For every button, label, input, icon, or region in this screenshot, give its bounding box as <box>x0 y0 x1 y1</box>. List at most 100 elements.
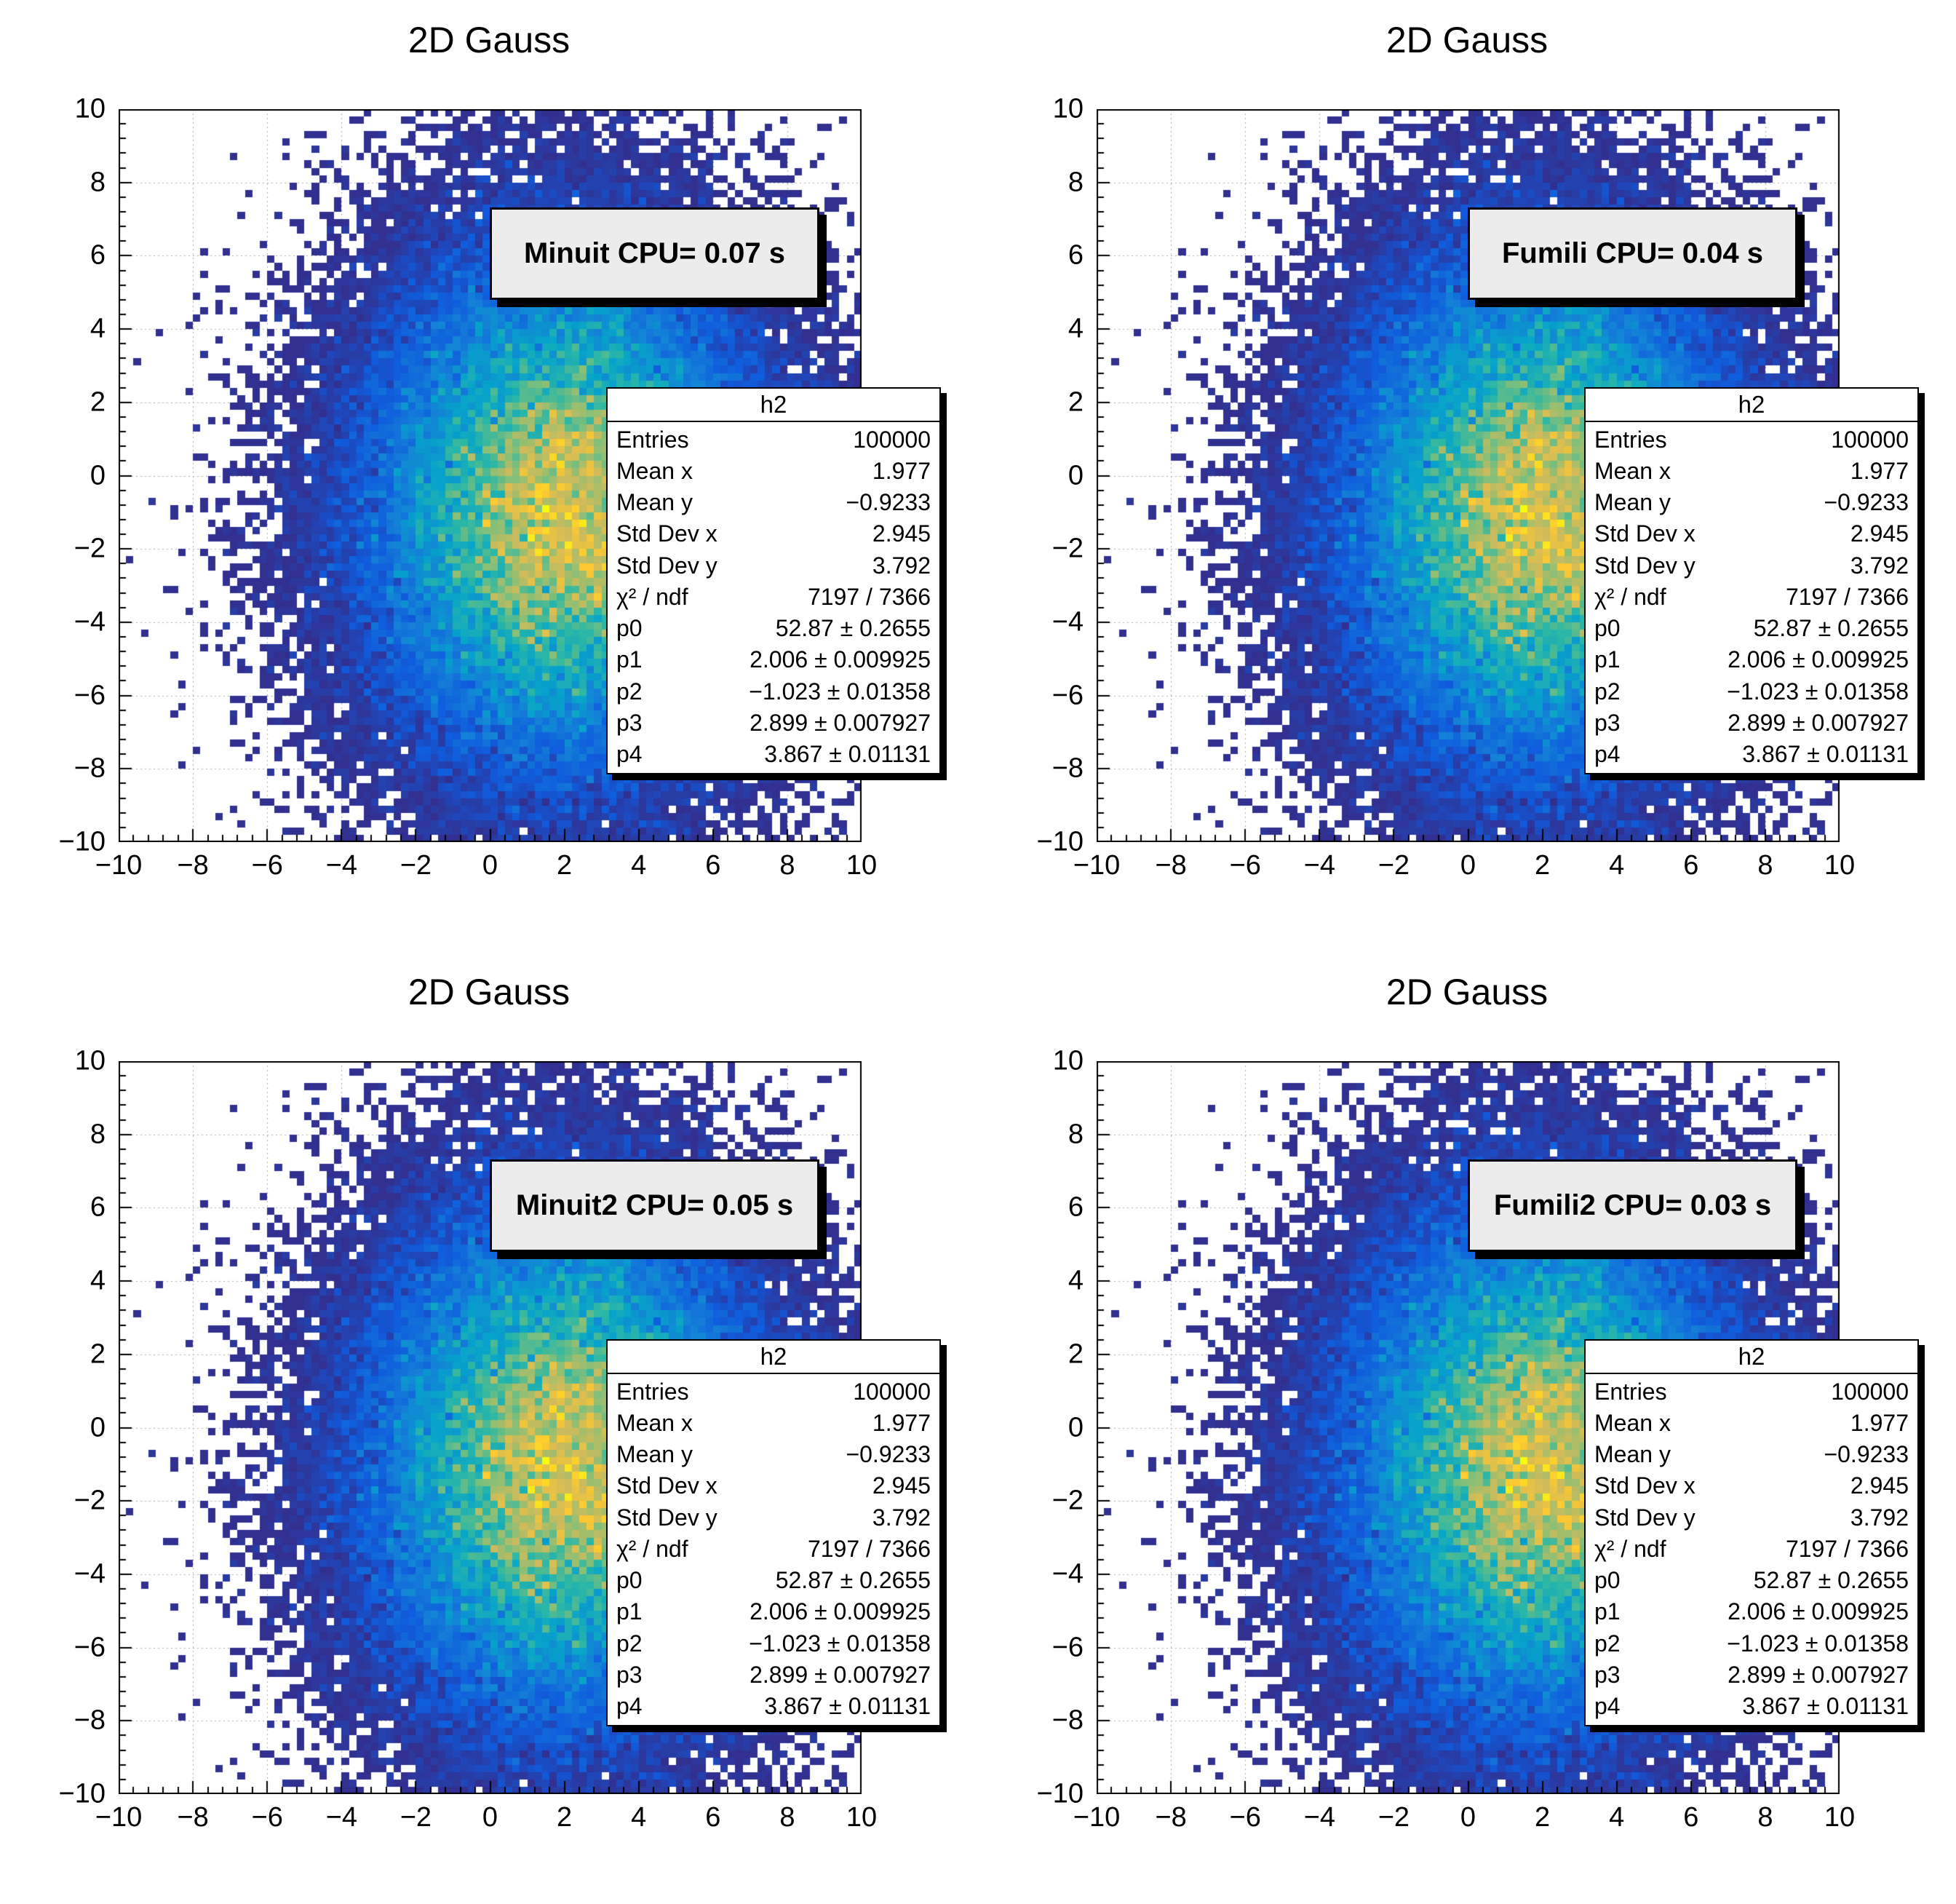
y-tick-label: −10 <box>58 1778 106 1809</box>
stats-row-value: 2.899 ± 0.007927 <box>750 710 931 737</box>
y-tick-label: −8 <box>73 1705 106 1736</box>
stats-row-label: p3 <box>616 710 643 737</box>
stats-row-label: Std Dev x <box>616 520 717 547</box>
x-tick-label: 2 <box>1535 1802 1551 1833</box>
y-tick-label: −2 <box>1051 533 1084 564</box>
stats-row: p0 52.87 ± 0.2655 <box>608 614 939 642</box>
stats-row-value: 1.977 <box>1850 457 1909 484</box>
pad-fumili2: 2D Gauss −10 −8 −6 −4 −2 0 2 4 6 8 10 −10 −8 −6 −4 −2 0… <box>978 952 1956 1904</box>
x-tick-label: −10 <box>1073 850 1121 881</box>
stats-row-label: p2 <box>616 1630 643 1657</box>
x-tick-label: 4 <box>631 850 647 881</box>
y-tick-label: 2 <box>1068 1338 1084 1370</box>
stats-row-value: 2.006 ± 0.009925 <box>750 1598 931 1625</box>
stats-row-label: Entries <box>1594 426 1667 453</box>
pad-fumili: 2D Gauss −10 −8 −6 −4 −2 0 2 4 6 8 10 −10 −8 −6 −4 −2 0… <box>978 0 1956 952</box>
x-tick-label: −2 <box>1377 1802 1410 1833</box>
stats-title: h2 <box>1586 1341 1917 1374</box>
stats-row-value: 7197 / 7366 <box>1785 583 1909 610</box>
x-tick-label: −10 <box>95 850 143 881</box>
x-tick-label: 4 <box>1609 1802 1625 1833</box>
stats-row-label: p2 <box>1594 678 1621 705</box>
y-tick-label: 0 <box>1068 1412 1084 1443</box>
fit-cpu-pave-label: Fumili2 CPU= 0.03 s <box>1468 1159 1797 1252</box>
stats-row: p1 2.006 ± 0.009925 <box>608 1598 939 1625</box>
y-tick-label: 0 <box>1068 460 1084 491</box>
stats-row-label: χ² / ndf <box>616 583 688 610</box>
y-tick-label: 6 <box>1068 239 1084 271</box>
stats-row-label: Entries <box>616 1378 689 1405</box>
x-tick-label: 0 <box>1460 1802 1476 1833</box>
stats-row-label: Std Dev y <box>616 1504 717 1531</box>
x-tick-label: 4 <box>631 1802 647 1833</box>
stats-row-label: Std Dev y <box>1594 552 1695 579</box>
x-tick-label: −6 <box>251 850 283 881</box>
stats-box: h2 Entries 100000 Mean x 1.977 Mean y −0.9233… <box>1584 1339 1919 1726</box>
stats-row-value: 3.792 <box>872 552 931 579</box>
stats-row: p3 2.899 ± 0.007927 <box>1586 1661 1917 1689</box>
x-tick-label: −8 <box>1155 850 1187 881</box>
x-tick-label: 2 <box>557 1802 573 1833</box>
stats-row-value: −1.023 ± 0.01358 <box>749 678 931 705</box>
histogram-title: 2D Gauss <box>408 972 570 1012</box>
y-tick-label: 8 <box>90 1119 106 1150</box>
y-tick-label: −6 <box>1051 1632 1084 1663</box>
x-tick-label: −6 <box>1229 850 1261 881</box>
stats-row-value: 7197 / 7366 <box>1785 1535 1909 1562</box>
stats-title: h2 <box>608 389 939 422</box>
stats-row-label: p4 <box>616 741 643 768</box>
stats-row: p0 52.87 ± 0.2655 <box>1586 614 1917 642</box>
stats-row: Std Dev x 2.945 <box>608 520 939 547</box>
stats-row-value: 7197 / 7366 <box>807 583 931 610</box>
stats-row: Mean x 1.977 <box>1586 1409 1917 1437</box>
fit-cpu-pave-label: Fumili CPU= 0.04 s <box>1468 207 1797 300</box>
stats-row: p3 2.899 ± 0.007927 <box>608 1661 939 1689</box>
stats-row: Std Dev y 3.792 <box>608 1504 939 1531</box>
stats-row: p4 3.867 ± 0.01131 <box>1586 1692 1917 1720</box>
stats-row-value: 3.792 <box>1850 1504 1909 1531</box>
stats-row-label: Std Dev x <box>1594 1472 1695 1499</box>
y-tick-label: 0 <box>90 460 106 491</box>
y-tick-label: −2 <box>1051 1485 1084 1516</box>
fit-cpu-label-text: Minuit2 CPU= 0.05 s <box>515 1189 794 1221</box>
x-tick-label: 0 <box>482 1802 498 1833</box>
y-tick-label: −4 <box>73 606 106 638</box>
stats-row-label: Mean x <box>1594 1409 1671 1436</box>
stats-row-label: p1 <box>616 1598 643 1625</box>
stats-row-value: 2.006 ± 0.009925 <box>1728 1598 1909 1625</box>
x-tick-label: 2 <box>557 850 573 881</box>
stats-row: χ² / ndf 7197 / 7366 <box>608 583 939 611</box>
stats-rows: Entries 100000 Mean x 1.977 Mean y −0.9233 Std… <box>608 424 939 770</box>
stats-row-value: 100000 <box>1831 426 1909 453</box>
x-tick-label: −6 <box>1229 1802 1261 1833</box>
stats-row-value: 2.899 ± 0.007927 <box>750 1662 931 1689</box>
y-tick-label: −10 <box>58 826 106 857</box>
stats-row-label: p1 <box>1594 646 1621 673</box>
y-tick-label: 8 <box>1068 1119 1084 1150</box>
x-tick-label: −2 <box>399 850 432 881</box>
stats-row-label: Entries <box>1594 1378 1667 1405</box>
pad-minuit2: 2D Gauss −10 −8 −6 −4 −2 0 2 4 6 8 10 −10 −8 −6 −4 −2 0… <box>0 952 978 1904</box>
x-tick-label: 6 <box>705 850 721 881</box>
stats-row: p4 3.867 ± 0.01131 <box>608 740 939 768</box>
y-tick-label: −8 <box>73 753 106 784</box>
y-tick-label: 8 <box>90 167 106 198</box>
stats-row-value: 3.867 ± 0.01131 <box>764 741 931 768</box>
y-tick-label: 4 <box>90 313 106 344</box>
x-tick-label: −8 <box>1155 1802 1187 1833</box>
stats-rows: Entries 100000 Mean x 1.977 Mean y −0.9233 Std… <box>608 1376 939 1722</box>
y-tick-label: 10 <box>1052 93 1084 124</box>
stats-row-label: p4 <box>616 1693 643 1720</box>
x-tick-label: 4 <box>1609 850 1625 881</box>
stats-row-value: −0.9233 <box>1824 1441 1909 1468</box>
stats-row-value: 100000 <box>853 426 931 453</box>
stats-row-value: 52.87 ± 0.2655 <box>1753 615 1909 642</box>
fit-cpu-label-text: Fumili CPU= 0.04 s <box>1501 237 1764 269</box>
x-tick-label: 10 <box>846 850 878 881</box>
y-tick-label: 6 <box>1068 1191 1084 1223</box>
stats-row-value: −1.023 ± 0.01358 <box>1727 1630 1909 1657</box>
stats-row-value: 1.977 <box>872 1409 931 1436</box>
stats-row-value: 2.945 <box>1850 1472 1909 1499</box>
stats-row-value: 2.945 <box>872 520 931 547</box>
